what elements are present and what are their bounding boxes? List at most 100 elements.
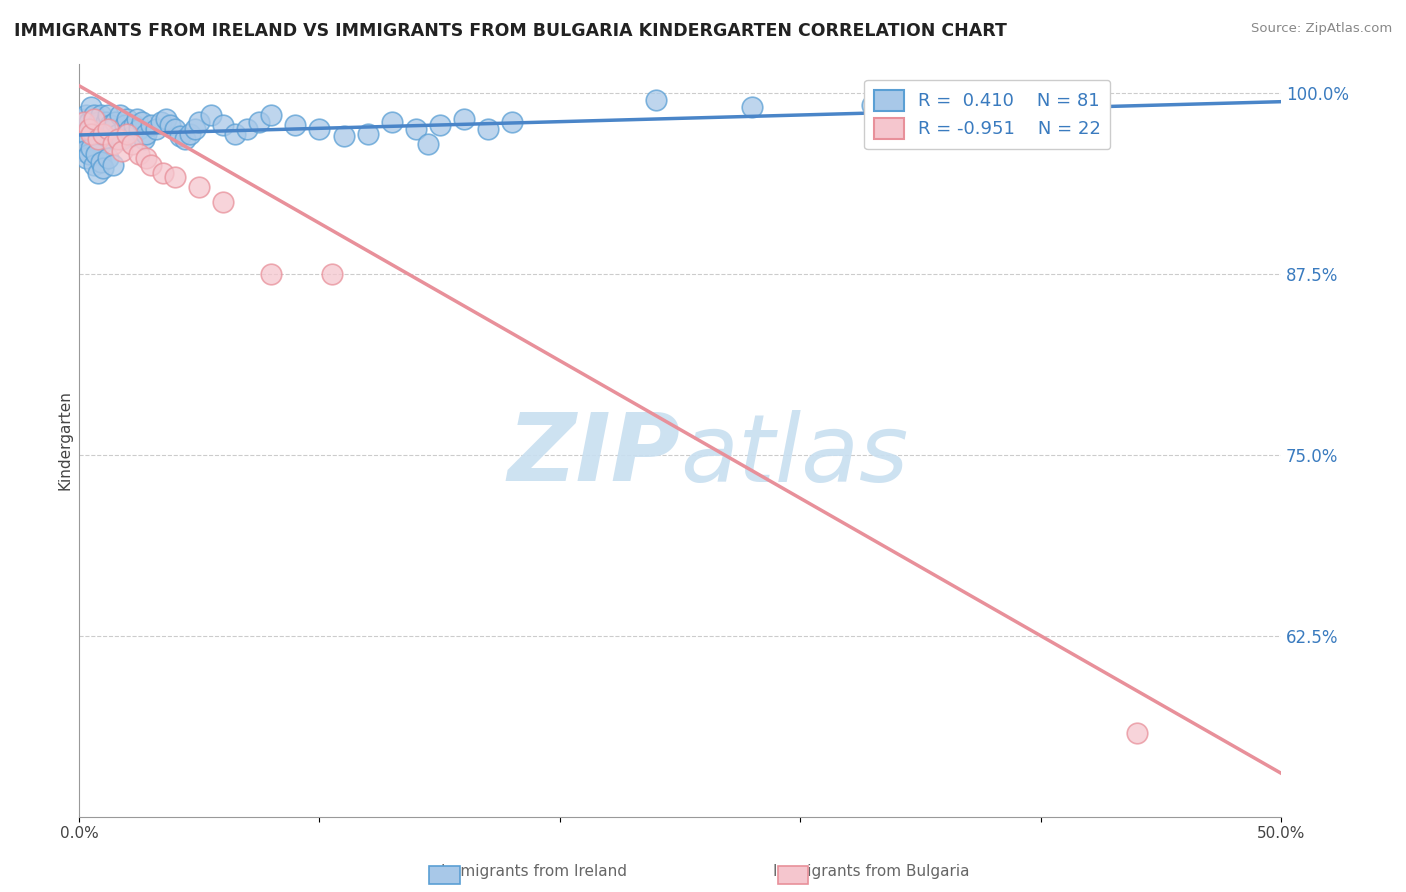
Point: [115, 112, 138, 126]
Point: [159, 118, 181, 132]
Point: [118, 122, 141, 136]
Point: [91, 122, 114, 136]
Point: [501, 115, 523, 129]
Point: [111, 144, 134, 158]
Point: [141, 118, 163, 132]
Point: [260, 267, 283, 281]
Point: [981, 90, 1004, 104]
Point: [91, 161, 114, 176]
Point: [332, 129, 354, 144]
Point: [73, 144, 96, 158]
Point: [308, 122, 330, 136]
Point: [149, 115, 172, 129]
Point: [107, 127, 129, 141]
Point: [87, 115, 110, 129]
Point: [83, 158, 105, 172]
Point: [77, 146, 100, 161]
Legend: R =  0.410    N = 81, R = -0.951    N = 22: R = 0.410 N = 81, R = -0.951 N = 22: [865, 80, 1111, 150]
Point: [91, 132, 114, 146]
Point: [101, 122, 124, 136]
Point: [1125, 725, 1147, 739]
Point: [405, 122, 427, 136]
Point: [115, 127, 138, 141]
Point: [83, 108, 105, 122]
Point: [141, 158, 163, 172]
Point: [188, 180, 211, 194]
Point: [155, 112, 177, 126]
Point: [94, 115, 117, 129]
Point: [179, 127, 201, 141]
Point: [121, 129, 143, 144]
Point: [83, 129, 105, 144]
Point: [114, 118, 136, 132]
Point: [75, 127, 97, 141]
Text: atlas: atlas: [681, 410, 908, 501]
Point: [321, 267, 343, 281]
Point: [131, 115, 153, 129]
Point: [125, 112, 148, 126]
Text: ZIP: ZIP: [508, 409, 681, 501]
Point: [101, 136, 124, 151]
Point: [77, 122, 100, 136]
Text: Immigrants from Bulgaria: Immigrants from Bulgaria: [773, 864, 970, 879]
Point: [188, 115, 211, 129]
Point: [741, 100, 763, 114]
Text: IMMIGRANTS FROM IRELAND VS IMMIGRANTS FROM BULGARIA KINDERGARTEN CORRELATION CHA: IMMIGRANTS FROM IRELAND VS IMMIGRANTS FR…: [14, 22, 1007, 40]
Point: [128, 122, 150, 136]
Point: [416, 136, 439, 151]
Point: [108, 108, 131, 122]
Point: [212, 194, 235, 209]
Point: [212, 118, 235, 132]
Point: [135, 127, 157, 141]
Point: [75, 151, 97, 165]
Point: [97, 151, 120, 165]
Point: [70, 112, 93, 126]
Point: [236, 122, 259, 136]
Point: [97, 108, 120, 122]
Point: [104, 115, 127, 129]
Point: [87, 127, 110, 141]
Point: [128, 146, 150, 161]
Point: [73, 118, 96, 132]
Point: [453, 112, 475, 126]
Point: [165, 122, 187, 136]
Point: [381, 115, 404, 129]
Point: [84, 118, 107, 132]
Point: [356, 127, 378, 141]
Text: Source: ZipAtlas.com: Source: ZipAtlas.com: [1251, 22, 1392, 36]
Point: [124, 118, 146, 132]
Point: [73, 115, 96, 129]
Point: [260, 108, 283, 122]
Point: [77, 115, 100, 129]
Point: [224, 127, 246, 141]
Point: [145, 122, 167, 136]
Point: [247, 115, 270, 129]
Point: [80, 141, 103, 155]
Point: [284, 118, 307, 132]
Point: [135, 151, 157, 165]
Point: [80, 100, 103, 114]
Text: Immigrants from Ireland: Immigrants from Ireland: [441, 864, 627, 879]
Point: [80, 127, 103, 141]
Point: [94, 127, 117, 141]
Point: [97, 122, 120, 136]
Point: [173, 132, 195, 146]
Point: [91, 127, 114, 141]
Point: [152, 165, 174, 179]
Point: [121, 136, 143, 151]
Point: [83, 112, 105, 126]
Point: [84, 146, 107, 161]
Point: [645, 93, 668, 107]
Y-axis label: Kindergarten: Kindergarten: [58, 391, 72, 491]
Point: [84, 141, 107, 155]
Point: [90, 108, 112, 122]
Point: [75, 108, 97, 122]
Point: [477, 122, 499, 136]
Point: [87, 165, 110, 179]
Point: [200, 108, 222, 122]
Point: [100, 118, 122, 132]
Point: [80, 122, 103, 136]
Point: [111, 132, 134, 146]
Point: [107, 132, 129, 146]
Point: [165, 169, 187, 184]
